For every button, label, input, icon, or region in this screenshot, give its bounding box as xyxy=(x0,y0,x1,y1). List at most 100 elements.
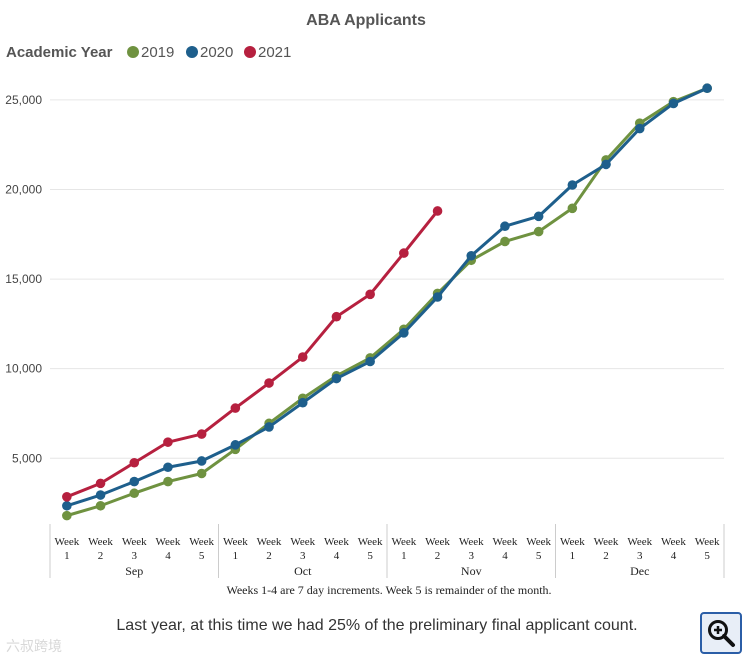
data-point-2020[interactable] xyxy=(399,328,409,338)
legend-label-2020[interactable]: 2020 xyxy=(200,44,233,61)
data-point-2020[interactable] xyxy=(297,397,308,408)
x-tick-label-week: Week xyxy=(324,536,349,548)
series-line-2021 xyxy=(66,210,439,499)
data-point-2020[interactable] xyxy=(668,98,679,109)
x-tick-label-number: 5 xyxy=(536,550,542,562)
x-tick-label-week: Week xyxy=(459,536,484,548)
x-tick-label-number: 1 xyxy=(64,550,70,562)
watermark: 六叔跨境 xyxy=(6,639,62,655)
x-tick-label-week: Week xyxy=(156,536,181,548)
y-tick-label: 25,000 xyxy=(5,93,42,107)
x-tick-label-number: 2 xyxy=(435,550,441,562)
x-tick-label-number: 3 xyxy=(132,550,138,562)
x-tick-label-week: Week xyxy=(493,536,518,548)
data-point-2019[interactable] xyxy=(62,510,72,521)
data-point-2020[interactable] xyxy=(702,83,712,94)
data-point-2020[interactable] xyxy=(62,500,72,511)
x-tick-label-number: 1 xyxy=(233,550,239,562)
month-label-dec: Dec xyxy=(630,564,649,578)
x-tick-label-week: Week xyxy=(189,536,214,548)
x-tick-label-week: Week xyxy=(391,536,416,548)
y-tick-label: 5,000 xyxy=(12,451,42,465)
x-tick-label-number: 4 xyxy=(671,550,677,562)
x-tick-label-week: Week xyxy=(594,536,619,548)
data-point-2020[interactable] xyxy=(331,373,342,384)
data-point-2020[interactable] xyxy=(567,180,578,190)
caption: Last year, at this time we had 25% of th… xyxy=(116,617,638,634)
data-point-2021[interactable] xyxy=(331,311,342,322)
data-point-2021[interactable] xyxy=(230,403,241,413)
data-point-2021[interactable] xyxy=(365,289,375,300)
data-point-2020[interactable] xyxy=(500,221,510,232)
x-tick-label-week: Week xyxy=(627,536,652,548)
zoom-in-icon xyxy=(708,620,735,647)
gridlines xyxy=(50,99,724,459)
legend-title: Academic Year xyxy=(6,44,113,61)
data-point-2020[interactable] xyxy=(264,422,274,432)
series-line-2019 xyxy=(66,86,708,518)
data-point-2020[interactable] xyxy=(432,292,443,302)
data-point-2019[interactable] xyxy=(129,488,140,499)
data-point-2021[interactable] xyxy=(163,437,173,447)
x-tick-label-week: Week xyxy=(358,536,383,548)
series-2020 xyxy=(62,83,712,511)
x-tick-label-number: 4 xyxy=(502,550,508,562)
x-tick-label-week: Week xyxy=(526,536,551,548)
data-point-2019[interactable] xyxy=(95,500,106,511)
data-point-2021[interactable] xyxy=(95,478,106,489)
x-tick-label-number: 2 xyxy=(98,550,104,562)
data-point-2020[interactable] xyxy=(634,123,645,134)
x-tick-label-week: Week xyxy=(290,536,315,548)
data-point-2020[interactable] xyxy=(365,356,375,367)
legend-label-2021[interactable]: 2021 xyxy=(258,44,291,61)
x-tick-label-number: 4 xyxy=(165,550,171,562)
data-point-2020[interactable] xyxy=(95,490,106,500)
legend-marker-2020[interactable] xyxy=(186,46,198,58)
data-point-2021[interactable] xyxy=(129,457,140,468)
month-label-nov: Nov xyxy=(461,564,482,578)
data-point-2021[interactable] xyxy=(297,352,308,362)
legend-label-2019[interactable]: 2019 xyxy=(141,44,174,61)
data-point-2020[interactable] xyxy=(129,476,140,487)
y-axis: 5,000 10,000 15,000 20,000 25,000 xyxy=(5,93,42,465)
x-tick-label-week: Week xyxy=(88,536,113,548)
x-tick-label-week: Week xyxy=(122,536,147,548)
data-point-2021[interactable] xyxy=(432,206,443,216)
x-tick-label-week: Week xyxy=(54,536,79,548)
x-tick-label-number: 3 xyxy=(300,550,306,562)
zoom-button[interactable] xyxy=(700,612,742,654)
data-point-2020[interactable] xyxy=(230,440,241,450)
data-point-2021[interactable] xyxy=(399,248,409,258)
x-tick-label-number: 1 xyxy=(401,550,407,562)
series-2019 xyxy=(62,83,712,521)
x-tick-label-week: Week xyxy=(425,536,450,548)
data-point-2021[interactable] xyxy=(62,492,72,502)
data-point-2019[interactable] xyxy=(163,476,173,487)
x-tick-label-week: Week xyxy=(223,536,248,548)
legend: Academic Year 2019 2020 2021 xyxy=(6,44,291,61)
legend-marker-2021[interactable] xyxy=(244,46,256,58)
x-axis-footnote: Weeks 1-4 are 7 day increments. Week 5 i… xyxy=(226,583,551,597)
x-tick-label-number: 3 xyxy=(469,550,475,562)
x-axis: Week 1 Week 2 Week 3 Week 4 Week 5 Week 1 Week 2 Week 3… xyxy=(49,524,725,578)
data-point-2021[interactable] xyxy=(264,378,274,388)
data-point-2019[interactable] xyxy=(567,203,578,214)
legend-marker-2019[interactable] xyxy=(127,46,139,58)
data-point-2019[interactable] xyxy=(533,226,544,237)
x-tick-label-week: Week xyxy=(695,536,720,548)
data-point-2020[interactable] xyxy=(466,250,477,261)
x-tick-label-number: 5 xyxy=(704,550,710,562)
data-point-2020[interactable] xyxy=(533,211,544,222)
x-tick-label-number: 5 xyxy=(367,550,373,562)
data-point-2020[interactable] xyxy=(601,159,611,170)
data-point-2021[interactable] xyxy=(196,429,207,439)
x-tick-label-week: Week xyxy=(661,536,686,548)
month-label-oct: Oct xyxy=(294,564,312,578)
chart-title: ABA Applicants xyxy=(306,12,426,29)
data-point-2020[interactable] xyxy=(196,456,207,466)
x-tick-label-number: 2 xyxy=(266,550,272,562)
data-point-2019[interactable] xyxy=(196,468,207,479)
y-tick-label: 15,000 xyxy=(5,272,42,286)
data-point-2019[interactable] xyxy=(500,236,510,247)
data-point-2020[interactable] xyxy=(163,462,173,473)
